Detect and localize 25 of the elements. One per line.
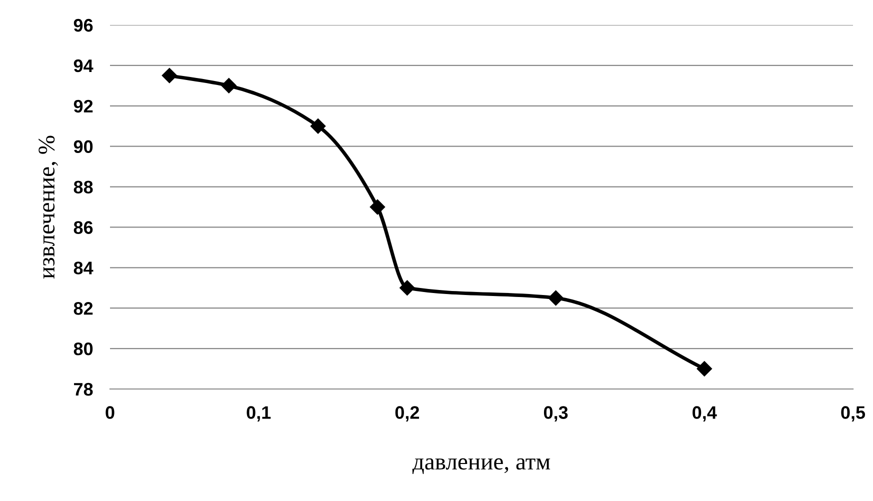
point	[370, 199, 386, 215]
point	[162, 68, 178, 84]
x-tick-label: 0,1	[246, 406, 271, 422]
point	[696, 361, 712, 376]
y-tick-label: 78	[74, 382, 93, 396]
y-tick-label: 82	[74, 302, 93, 315]
x-tick-label: 0,5	[841, 406, 866, 422]
x-axis-title: давление, атм	[412, 458, 550, 474]
point	[400, 280, 415, 296]
y-tick-label: 80	[74, 342, 93, 356]
x-tick-label: 0,4	[692, 406, 717, 422]
point	[310, 118, 326, 134]
y-tick-label: 96	[74, 18, 93, 32]
point	[221, 78, 236, 94]
x-tick-label: 0,3	[544, 406, 568, 422]
y-tick-label: 86	[74, 221, 93, 234]
y-tick-label: 92	[74, 100, 93, 113]
y-tick-label: 84	[74, 262, 94, 274]
point	[548, 290, 564, 306]
y-tick-label: 94	[74, 59, 94, 72]
x-tick-label: 0,2	[395, 406, 420, 422]
y-tick-label: 88	[74, 180, 93, 194]
y-axis-title: извлечение, %	[38, 136, 58, 279]
x-tick-label: 0	[106, 406, 114, 419]
y-tick-label: 90	[74, 140, 93, 154]
